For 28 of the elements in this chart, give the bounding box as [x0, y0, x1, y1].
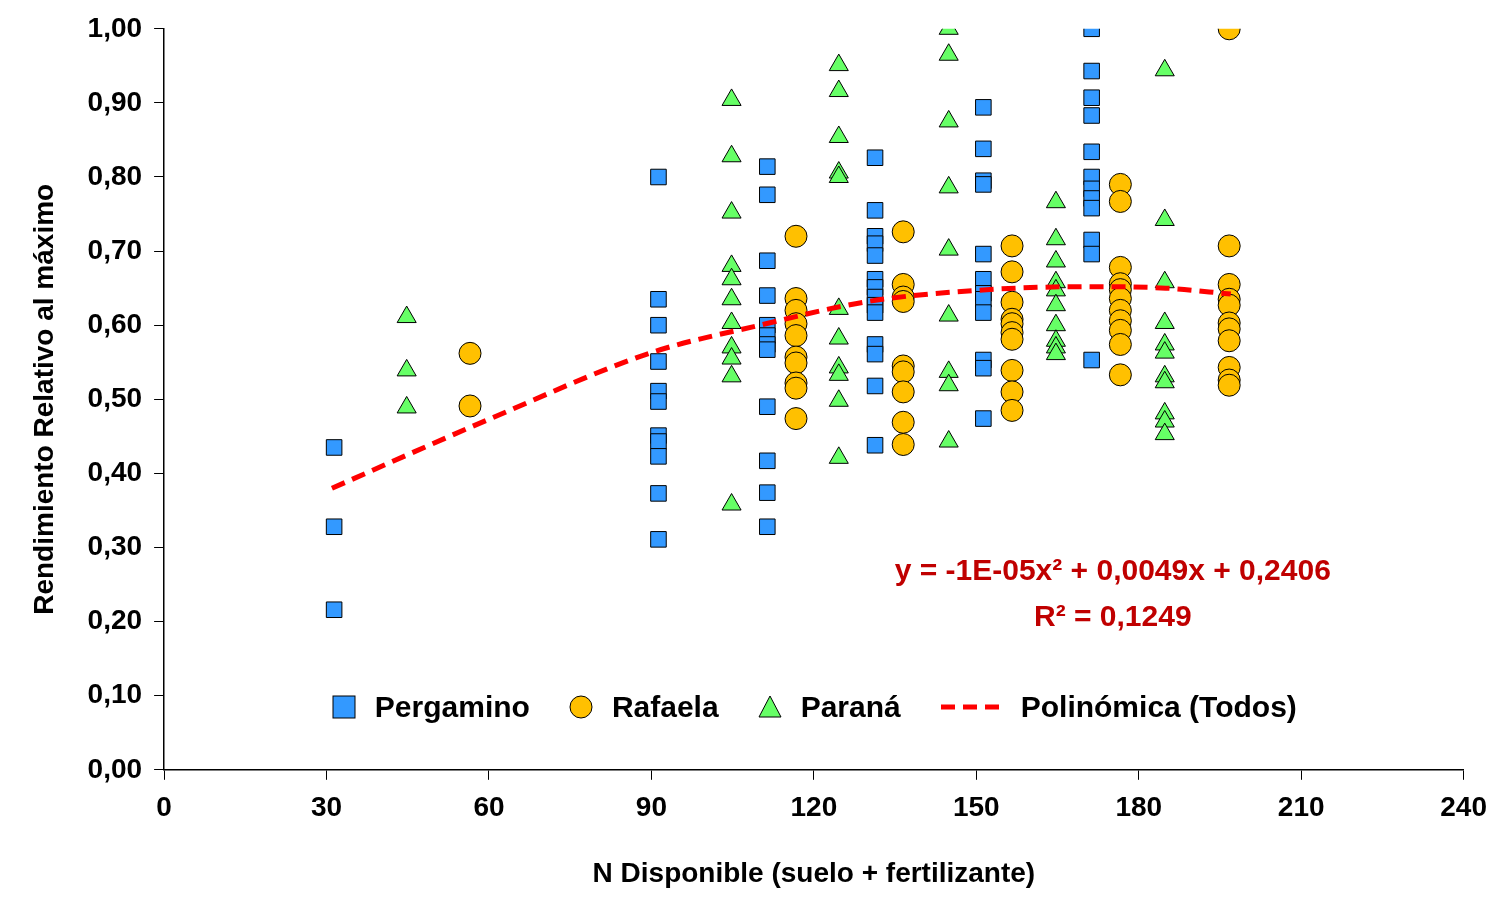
x-tick-label: 240 — [1440, 791, 1487, 823]
legend-label: Polinómica (Todos) — [1020, 689, 1297, 724]
y-tick-label: 0,60 — [87, 307, 143, 339]
y-tick-label: 0,50 — [87, 382, 143, 414]
x-tick-label: 120 — [790, 791, 838, 823]
x-tick-label: 210 — [1277, 791, 1325, 823]
annotation: y = -1E-05x² + 0,0049x + 0,2406 — [894, 553, 1331, 587]
x-tick-label: 150 — [952, 791, 1000, 823]
x-tick-label: 180 — [1115, 791, 1163, 823]
y-tick-label: 0,30 — [87, 530, 143, 562]
x-tick-label: 90 — [635, 791, 667, 823]
y-tick-label: 1,00 — [87, 11, 143, 43]
x-axis-title: N Disponible (suelo + fertilizante) — [592, 856, 1036, 888]
y-axis-title: Rendimiento Relativo al máximo — [27, 183, 59, 615]
y-tick-label: 0,10 — [87, 678, 143, 710]
y-tick-label: 0,00 — [87, 752, 143, 784]
legend-label: Pergamino — [374, 689, 530, 724]
y-tick-label: 0,70 — [87, 233, 143, 265]
y-tick-label: 0,90 — [87, 85, 143, 117]
annotation: R² = 0,1249 — [1033, 599, 1192, 633]
x-tick-label: 30 — [310, 791, 343, 823]
y-tick-label: 0,80 — [87, 159, 143, 191]
y-tick-label: 0,40 — [87, 456, 143, 488]
legend-label: Paraná — [800, 689, 901, 724]
x-tick-label: 60 — [473, 791, 505, 823]
x-tick-label: 0 — [156, 791, 172, 823]
y-tick-label: 0,20 — [87, 604, 143, 636]
legend-label: Rafaela — [611, 689, 719, 724]
